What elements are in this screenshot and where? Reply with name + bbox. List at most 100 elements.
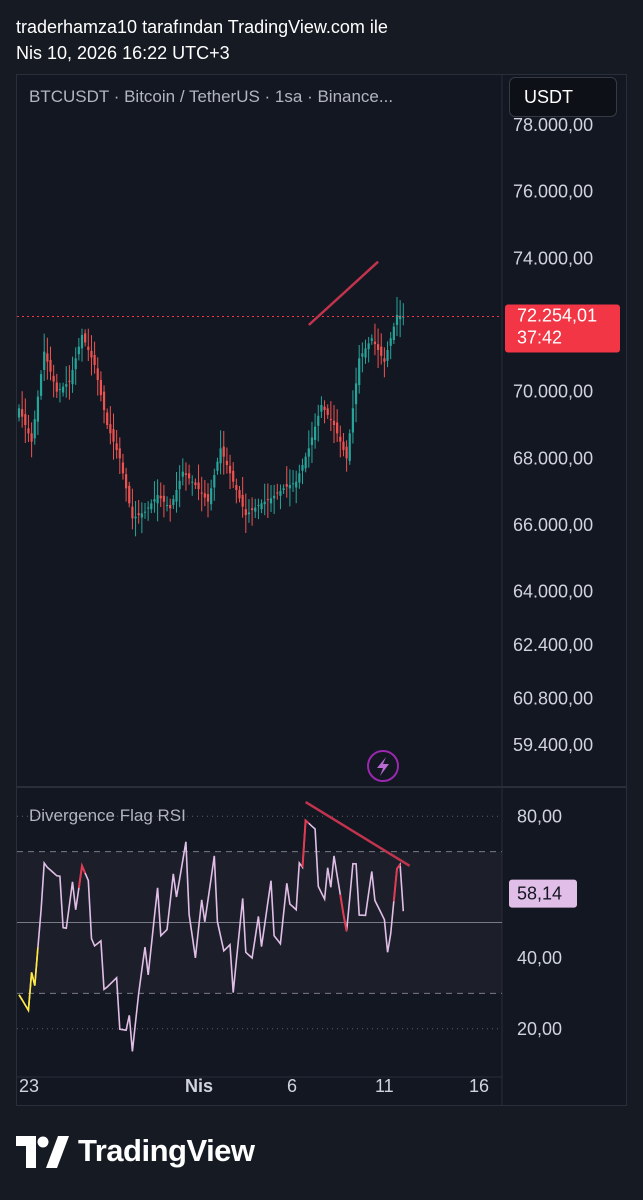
candle-body: [247, 512, 251, 515]
candle-body: [125, 474, 128, 489]
candle-body: [58, 389, 62, 391]
candle-body: [39, 374, 43, 396]
candle-series: [17, 297, 405, 537]
candle-body: [184, 473, 188, 475]
candle-body: [162, 495, 165, 502]
price-tick-label: 60.800,00: [513, 688, 593, 708]
candle-body: [345, 446, 348, 459]
candle-body: [314, 426, 317, 440]
candle-body: [241, 495, 244, 507]
candle-body: [33, 419, 36, 439]
lightning-icon-bolt: [377, 757, 389, 776]
candle-body: [203, 493, 206, 498]
candle-body: [399, 315, 402, 320]
candle-body: [165, 505, 169, 506]
time-tick-label: 11: [375, 1076, 394, 1096]
candle-body: [222, 446, 225, 457]
price-axis[interactable]: 78.000,00 76.000,00 74.000,00 70.000,00 68.0…: [513, 115, 593, 755]
candle-body: [392, 326, 395, 340]
candle-body: [213, 475, 216, 488]
candle-body: [232, 470, 235, 482]
candle-body: [178, 480, 181, 490]
last-price-tag[interactable]: 72.254,01 37:42: [505, 304, 620, 353]
rsi-axis[interactable]: 80,00 40,00 20,00: [517, 806, 562, 1039]
candle-body: [402, 316, 405, 318]
candle-body: [84, 333, 87, 343]
candle-body: [323, 406, 326, 410]
share-date-line: Nis 10, 2026 16:22 UTC+3: [16, 43, 230, 63]
candle-body: [206, 494, 210, 502]
symbol-title[interactable]: BTCUSDT · Bitcoin / TetherUS · 1sa · Bin…: [29, 87, 394, 106]
candle-body: [80, 335, 84, 349]
candle-body: [342, 441, 345, 450]
candle-body: [87, 346, 90, 350]
time-axis[interactable]: 23 Nis 6 11 16: [19, 1076, 489, 1096]
candle-body: [361, 353, 364, 357]
candle-body: [351, 408, 354, 433]
candle-body: [367, 343, 370, 350]
price-chart[interactable]: 78.000,00 76.000,00 74.000,00 70.000,00 68.0…: [17, 75, 627, 1106]
candle-body: [188, 473, 191, 479]
candle-body: [276, 492, 279, 494]
candle-body: [71, 370, 74, 385]
candle-body: [65, 384, 68, 387]
candle-body: [295, 481, 298, 488]
time-tick-label: Nis: [185, 1076, 213, 1096]
rsi-value-tag-bg: [509, 879, 577, 908]
candle-body: [336, 422, 339, 434]
candle-body: [36, 396, 39, 422]
candle-body: [304, 456, 307, 469]
candle-body: [93, 355, 96, 365]
rsi-indicator-title[interactable]: Divergence Flag RSI: [29, 806, 186, 825]
currency-button[interactable]: USDT: [509, 77, 617, 117]
candle-body: [52, 375, 55, 382]
candle-body: [115, 443, 118, 450]
candle-body: [74, 358, 77, 370]
candle-body: [373, 341, 377, 345]
time-tick-label: 16: [469, 1076, 489, 1096]
candle-body: [386, 350, 389, 361]
candle-body: [147, 507, 150, 509]
rsi-tick-label: 20,00: [517, 1019, 562, 1039]
tradingview-brand: TradingView: [78, 1133, 255, 1168]
candle-body: [102, 391, 106, 410]
candle-body: [143, 511, 147, 513]
price-tick-label: 70.000,00: [513, 382, 593, 402]
candle-body: [128, 485, 131, 504]
candle-body: [21, 409, 24, 417]
candle-body: [191, 481, 194, 483]
rsi-divergence-flag: [77, 862, 87, 888]
candle-body: [260, 503, 263, 510]
lightning-icon-ring: [367, 750, 399, 782]
price-trendline[interactable]: [307, 260, 379, 326]
rsi-trendline[interactable]: [304, 801, 411, 867]
price-tick-label: 59.400,00: [513, 735, 593, 755]
candle-body: [288, 485, 291, 489]
chart-frame[interactable]: 78.000,00 76.000,00 74.000,00 70.000,00 68.0…: [16, 74, 627, 1106]
rsi-divergence-flag: [301, 818, 310, 868]
candle-body: [370, 338, 373, 341]
candle-body: [380, 346, 383, 356]
candle-body: [150, 503, 153, 510]
candle-body: [99, 380, 102, 395]
price-tick-label: 66.000,00: [513, 515, 593, 535]
lightning-icon[interactable]: [367, 750, 399, 782]
candle-body: [118, 448, 121, 459]
candle-body: [194, 482, 197, 485]
candle-body: [30, 433, 33, 442]
rsi-series: [18, 818, 405, 1052]
candle-body: [134, 516, 137, 519]
candle-body: [24, 414, 27, 425]
candle-body: [17, 408, 21, 418]
candle-body: [298, 473, 301, 483]
candle-body: [244, 509, 247, 515]
rsi-value-tag[interactable]: 58,14: [509, 879, 577, 908]
candle-body: [137, 513, 140, 515]
candle-body: [131, 506, 134, 519]
price-tick-label: 76.000,00: [513, 182, 593, 202]
rsi-oversold-segment: [18, 947, 39, 1013]
candle-body: [282, 488, 285, 490]
candle-body: [200, 492, 203, 494]
candle-body: [228, 465, 232, 474]
price-tick-label: 64.000,00: [513, 582, 593, 602]
